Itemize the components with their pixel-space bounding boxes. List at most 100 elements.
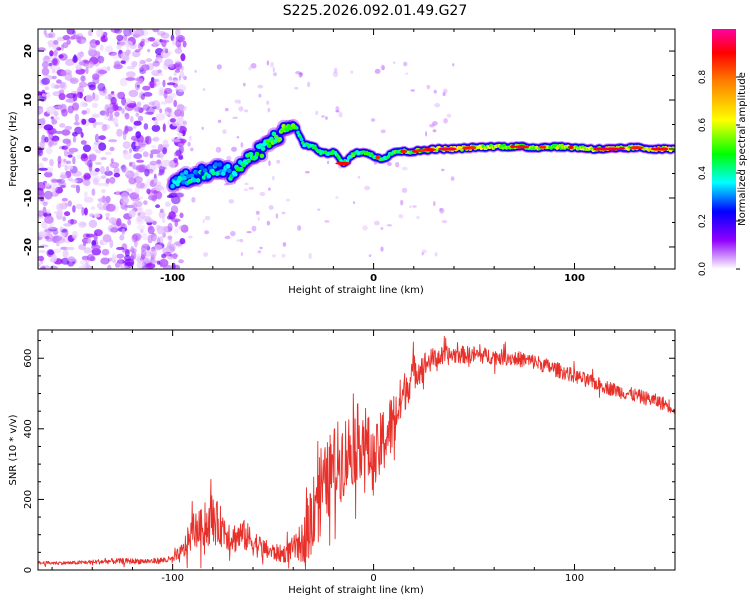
noise-blob: [421, 252, 424, 256]
noise-blob: [44, 215, 54, 224]
noise-blob: [127, 127, 132, 132]
noise-blob: [179, 105, 187, 112]
noise-blob: [281, 253, 286, 258]
noise-blob: [125, 170, 135, 179]
noise-blob: [257, 84, 264, 89]
noise-blob: [153, 136, 160, 142]
noise-blob: [144, 208, 153, 216]
y-tick-label: -10: [23, 189, 34, 207]
noise-blob: [91, 102, 99, 109]
noise-blob: [155, 113, 165, 121]
noise-blob: [146, 106, 155, 115]
noise-blob: [124, 249, 130, 257]
noise-blob: [175, 150, 182, 157]
noise-blob: [162, 79, 166, 88]
noise-blob: [410, 89, 415, 92]
noise-blob: [164, 58, 174, 68]
track-core: [269, 136, 274, 142]
noise-blob: [158, 165, 165, 174]
noise-blob: [268, 187, 271, 191]
snr-plot-area: [38, 330, 675, 570]
noise-blob: [161, 253, 167, 259]
noise-blob: [156, 103, 161, 111]
noise-blob: [129, 162, 133, 167]
colorbar-tick-label: 0.2: [698, 214, 708, 228]
track-core: [259, 153, 265, 159]
track-core: [260, 146, 266, 151]
noise-blob: [93, 50, 101, 58]
noise-blob: [52, 58, 58, 66]
noise-blob: [78, 221, 87, 228]
noise-blob: [178, 138, 187, 144]
noise-blob: [434, 103, 441, 108]
noise-blob: [162, 123, 166, 133]
noise-blob: [75, 184, 81, 194]
noise-blob: [121, 96, 127, 106]
noise-blob: [234, 99, 239, 104]
noise-blob: [148, 80, 157, 89]
track-hotspot: [593, 147, 603, 151]
noise-blob: [73, 121, 80, 126]
noise-blob: [99, 242, 108, 246]
noise-blob: [71, 170, 82, 177]
noise-blob: [124, 112, 130, 120]
noise-blob: [166, 256, 175, 260]
noise-blob: [60, 44, 64, 51]
noise-blob: [41, 265, 46, 269]
noise-blob: [100, 156, 107, 161]
noise-blob: [133, 172, 140, 179]
noise-blob: [41, 93, 46, 97]
noise-blob: [180, 127, 186, 133]
noise-blob: [94, 229, 103, 237]
noise-blob: [321, 115, 325, 118]
noise-blob: [99, 239, 104, 245]
noise-blob: [125, 49, 131, 57]
noise-blob: [159, 88, 164, 95]
noise-blob: [152, 60, 160, 67]
noise-blob: [124, 102, 129, 110]
noise-blob: [147, 234, 153, 244]
noise-blob: [258, 93, 262, 98]
noise-blob: [116, 91, 124, 99]
noise-blob: [94, 121, 104, 126]
noise-blob: [352, 201, 356, 204]
noise-blob: [113, 172, 121, 178]
track-core: [386, 154, 391, 159]
noise-blob: [109, 161, 120, 169]
noise-blob: [145, 58, 153, 62]
noise-blob: [142, 92, 153, 97]
noise-blob: [67, 105, 74, 114]
noise-blob: [89, 213, 94, 217]
noise-blob: [64, 72, 73, 81]
noise-blob: [46, 209, 51, 215]
noise-blob: [44, 91, 51, 99]
noise-blob: [240, 252, 243, 257]
track-core: [199, 165, 204, 170]
noise-blob: [62, 42, 69, 49]
noise-blob: [149, 160, 158, 166]
noise-blob: [171, 139, 181, 143]
noise-blob: [139, 59, 146, 65]
noise-blob: [174, 69, 181, 73]
noise-blob: [58, 93, 66, 101]
noise-blob: [94, 167, 100, 172]
noise-blob: [85, 233, 95, 238]
noise-blob: [130, 246, 135, 253]
noise-blob: [409, 205, 412, 209]
track-core: [239, 166, 244, 172]
track-core: [258, 143, 263, 148]
noise-blob: [110, 158, 114, 164]
noise-blob: [81, 207, 85, 216]
noise-blob: [272, 254, 276, 258]
track-core: [266, 143, 272, 148]
noise-blob: [165, 143, 170, 148]
noise-blob: [96, 29, 104, 38]
noise-blob: [88, 84, 96, 91]
noise-blob: [175, 29, 181, 37]
track-hotspot: [416, 148, 427, 153]
noise-blob: [42, 55, 51, 64]
noise-blob: [175, 192, 185, 198]
track-hotspot: [650, 147, 666, 151]
noise-blob: [116, 253, 125, 259]
noise-blob: [165, 201, 171, 207]
